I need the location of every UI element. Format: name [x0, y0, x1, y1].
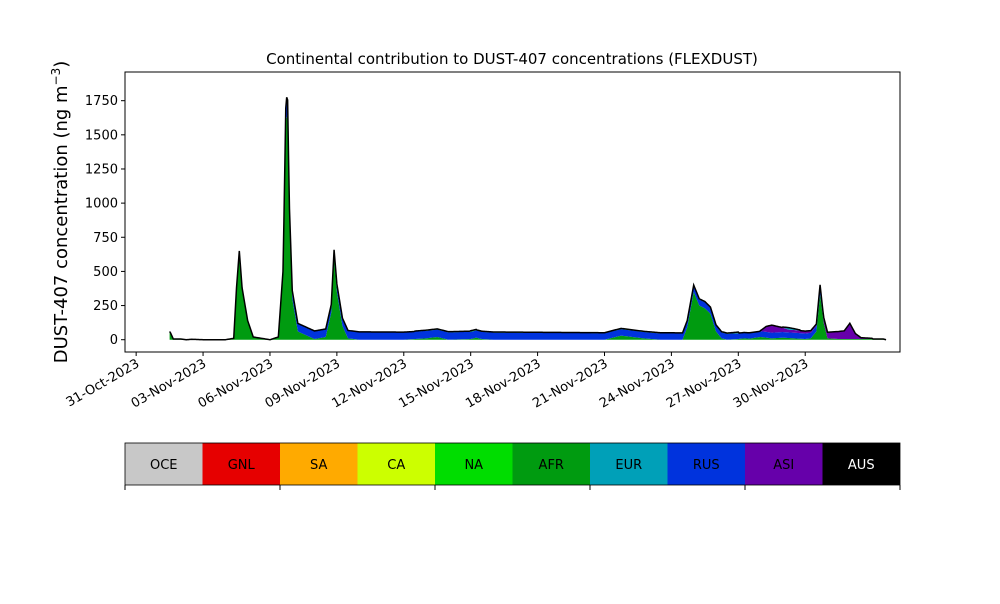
colorbar-swatch-eur: [590, 443, 668, 485]
colorbar-label-afr: AFR: [539, 458, 564, 473]
series-area-afr: [169, 114, 887, 340]
colorbar-swatch-na: [435, 443, 513, 485]
colorbar-label-asi: ASI: [773, 458, 794, 473]
plot-area: 0250500750100012501500175031-Oct-202303-…: [64, 71, 901, 411]
colorbar: OCE GNL SA CA NA AFR EUR RUS ASI AUS: [124, 442, 901, 490]
x-tick-label: 09-Nov-2023: [263, 356, 343, 411]
x-tick-label: 15-Nov-2023: [396, 356, 476, 411]
colorbar-label-rus: RUS: [693, 458, 720, 473]
colorbar-label-aus: AUS: [848, 458, 875, 473]
colorbar-swatch-aus: [822, 443, 900, 485]
colorbar-swatch-afr: [512, 443, 590, 485]
colorbar-label-gnl: GNL: [228, 458, 256, 473]
y-tick-label: 750: [93, 231, 118, 246]
colorbar-label-na: NA: [464, 458, 483, 473]
colorbar-label-eur: EUR: [615, 458, 642, 473]
x-tick-label: 30-Nov-2023: [731, 356, 811, 411]
colorbar-swatch-asi: [745, 443, 823, 485]
series-area-asi: [169, 97, 887, 340]
x-tick-label: 12-Nov-2023: [330, 356, 410, 411]
y-axis-label: DUST-407 concentration (ng m−3): [49, 61, 72, 364]
y-tick-label: 1500: [85, 128, 118, 143]
series-area-ca: [169, 97, 887, 340]
series-area-na: [169, 97, 887, 340]
x-tick-label: 06-Nov-2023: [196, 356, 276, 411]
y-tick-label: 0: [110, 333, 118, 348]
series-area-rus: [169, 97, 887, 340]
colorbar-label-ca: CA: [387, 458, 405, 473]
x-tick-label: 27-Nov-2023: [664, 356, 744, 411]
y-tick-label: 500: [93, 265, 118, 280]
series-area-eur: [169, 97, 887, 340]
x-tick-label: 03-Nov-2023: [129, 356, 209, 411]
colorbar-swatch-rus: [667, 443, 745, 485]
y-tick-label: 1000: [85, 197, 118, 212]
total-outline: [168, 97, 887, 341]
x-tick-label: 21-Nov-2023: [530, 356, 610, 411]
colorbar-label-oce: OCE: [150, 458, 178, 473]
x-tick-label: 18-Nov-2023: [463, 356, 543, 411]
chart-title: Continental contribution to DUST-407 con…: [266, 50, 758, 68]
colorbar-swatch-oce: [125, 443, 203, 485]
colorbar-swatch-sa: [280, 443, 358, 485]
colorbar-swatch-ca: [357, 443, 435, 485]
y-tick-label: 250: [93, 299, 118, 314]
y-tick-label: 1250: [85, 162, 118, 177]
x-tick-label: 24-Nov-2023: [597, 356, 677, 411]
y-tick-label: 1750: [85, 94, 118, 109]
colorbar-label-sa: SA: [310, 458, 327, 473]
colorbar-frame: [124, 442, 901, 486]
colorbar-swatch-gnl: [202, 443, 280, 485]
plot-frame: [124, 71, 901, 353]
